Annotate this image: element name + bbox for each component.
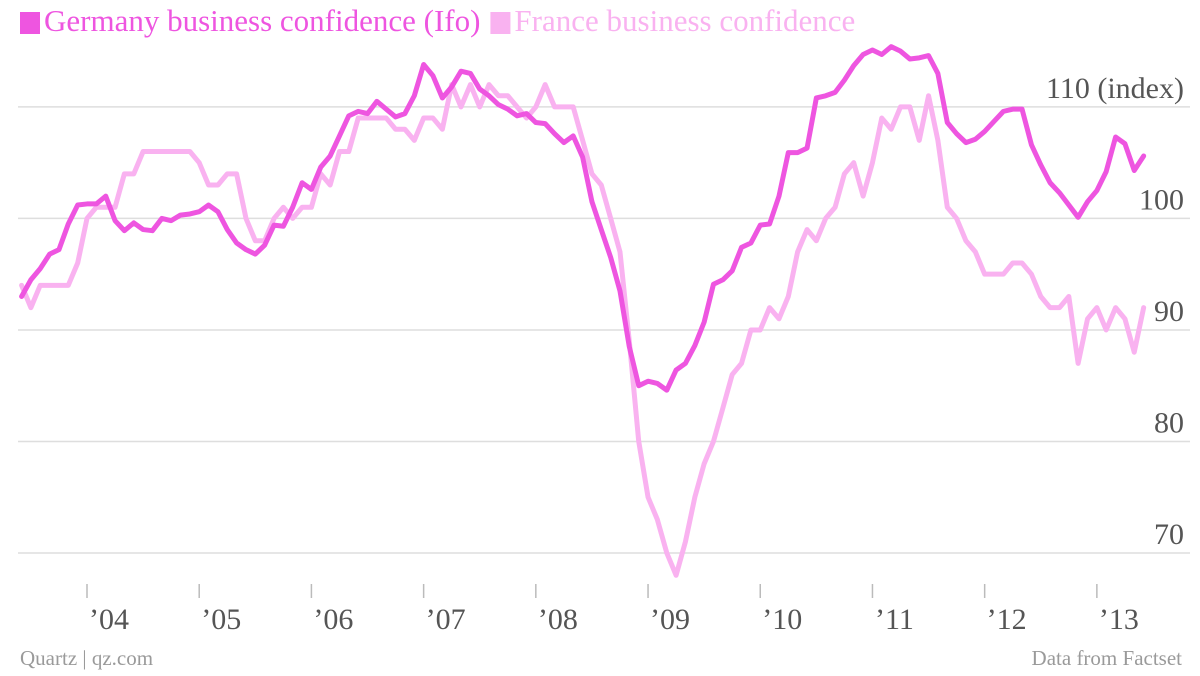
x-tick-label: ’11 <box>875 603 914 636</box>
source: Data from Factset <box>1032 646 1183 670</box>
x-tick-label: ’08 <box>538 603 578 636</box>
y-tick-label: 80 <box>1154 406 1184 439</box>
x-tick-label: ’06 <box>313 603 353 636</box>
x-tick-label: ’13 <box>1099 603 1139 636</box>
x-tick-label: ’04 <box>89 603 129 636</box>
legend-label: France business confidence <box>514 3 855 38</box>
y-tick-label: 100 <box>1139 183 1184 216</box>
legend-swatch <box>20 12 40 34</box>
credit: Quartz | qz.com <box>20 646 153 670</box>
x-tick-label: ’12 <box>987 603 1027 636</box>
x-tick-label: ’07 <box>426 603 466 636</box>
y-tick-label: 90 <box>1154 295 1184 328</box>
x-tick-label: ’10 <box>762 603 802 636</box>
y-tick-label: 70 <box>1154 518 1184 551</box>
legend-swatch <box>490 12 511 34</box>
legend-label: Germany business confidence (Ifo) <box>44 3 480 38</box>
x-tick-label: ’05 <box>201 603 241 636</box>
line <box>19 82 1147 578</box>
x-tick-label: ’09 <box>650 603 690 636</box>
y-tick-label: 110 (index) <box>1046 72 1184 105</box>
line <box>19 44 1147 393</box>
